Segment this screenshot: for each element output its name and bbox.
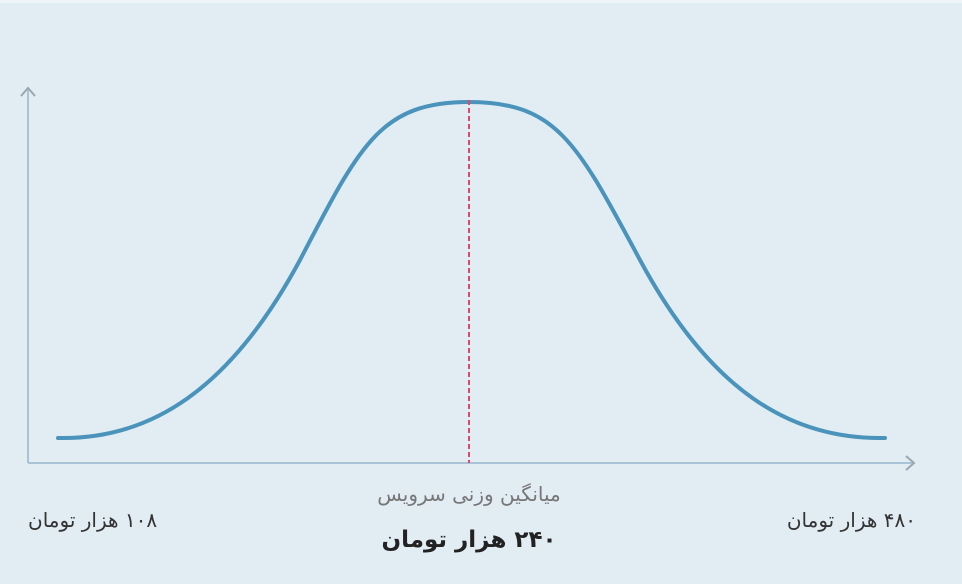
y-axis-arrow	[20, 86, 36, 97]
mean-value: ۲۴۰ هزار تومان	[381, 527, 557, 553]
x-axis-arrow	[905, 455, 916, 471]
bell-curve	[56, 99, 887, 441]
mean-caption: میانگین وزنی سرویس	[377, 482, 561, 506]
max-label: ۴۸۰ هزار تومان	[786, 508, 916, 532]
min-label: ۱۰۸ هزار تومان	[28, 508, 158, 532]
top-border	[0, 0, 962, 3]
